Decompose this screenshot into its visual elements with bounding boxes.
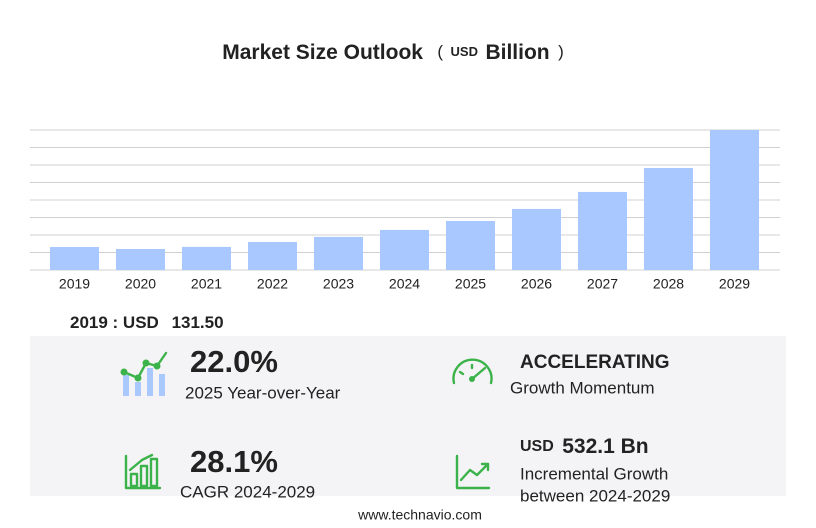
bar [380,229,429,270]
bar [116,249,165,270]
chart-title-line: Market Size Outlook ( USD Billion ) [222,41,564,64]
highlight-label: 2019 : USD [70,313,159,332]
momentum-label: Growth Momentum [510,378,655,397]
x-tick-label: 2029 [719,276,750,292]
x-tick-label: 2019 [59,276,90,292]
yoy-label: 2025 Year-over-Year [185,383,341,402]
incremental-currency: USD [520,438,554,455]
icon-cagr [124,453,162,490]
unit-scale: Billion [485,41,549,64]
highlight-value: 131.50 [172,313,224,332]
bar [644,167,693,270]
bar [314,236,363,270]
bar [578,191,627,270]
bar [182,246,231,270]
incremental-value-line: USD 532.1 Bn [520,435,649,458]
cagr-value: 28.1% [190,444,278,479]
highlight: 2019 : USD 131.50 [70,313,224,332]
x-tick-label: 2021 [191,276,222,292]
cagr-label: CAGR 2024-2029 [180,482,315,501]
unit-open: ( [437,42,443,61]
momentum-value: ACCELERATING [520,352,670,373]
unit-currency: USD [451,44,478,59]
x-tick-label: 2026 [521,276,552,292]
icon-yoy [120,351,168,396]
x-tick-label: 2022 [257,276,288,292]
x-tick-label: 2028 [653,276,684,292]
incremental-period: between 2024-2029 [520,486,670,505]
incremental-value: 532.1 Bn [562,435,648,458]
x-tick-label: 2027 [587,276,618,292]
icon-momentum [452,358,493,385]
x-tick-label: 2023 [323,276,354,292]
bar [248,242,297,270]
chart-title: Market Size Outlook [222,41,423,64]
plot-area: 2019 2020 2021 2022 2023 2024 2025 2026 2027 2028… [30,129,780,292]
bar [50,246,99,270]
x-tick-label: 2024 [389,276,420,292]
kpi-panel [30,336,786,496]
icon-incremental [455,454,491,490]
bar [512,208,561,270]
incremental-label: Incremental Growth [520,464,668,483]
yoy-value: 22.0% [190,344,278,379]
x-tick-label: 2020 [125,276,156,292]
source: www.technavio.com [357,507,482,523]
bar [446,221,495,270]
unit-close: ) [558,42,564,61]
x-tick-label: 2025 [455,276,486,292]
bar [710,130,759,270]
